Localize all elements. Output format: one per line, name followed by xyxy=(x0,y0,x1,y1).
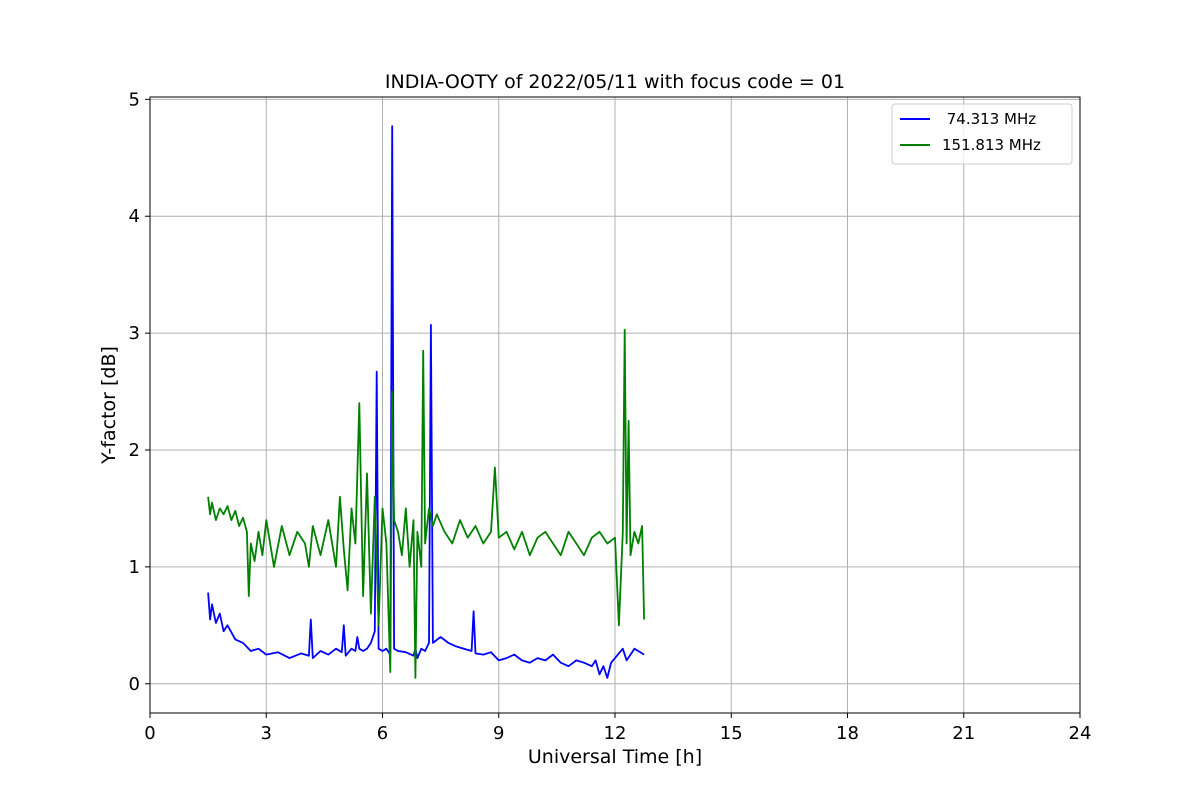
y-tick-label: 1 xyxy=(129,557,140,578)
legend-label-1: 74.313 MHz xyxy=(942,110,1036,128)
series-line-1 xyxy=(207,125,645,679)
x-tick-label: 0 xyxy=(144,723,155,744)
x-tick-label: 3 xyxy=(261,723,272,744)
x-tick-label: 6 xyxy=(377,723,388,744)
chart-title: INDIA-OOTY of 2022/05/11 with focus code… xyxy=(385,71,845,93)
y-tick-label: 4 xyxy=(129,206,140,227)
y-tick-label: 3 xyxy=(129,323,140,344)
series-line-2 xyxy=(207,328,645,679)
x-axis-label: Universal Time [h] xyxy=(528,746,702,768)
series-layer xyxy=(207,125,645,679)
y-tick-label: 5 xyxy=(129,89,140,110)
x-tick-label: 24 xyxy=(1069,723,1092,744)
x-tick-label: 15 xyxy=(720,723,743,744)
x-tick-label: 9 xyxy=(493,723,504,744)
y-tick-label: 2 xyxy=(129,440,140,461)
legend-label-2: 151.813 MHz xyxy=(942,136,1041,154)
y-tick-label: 0 xyxy=(129,674,140,695)
x-tick-label: 12 xyxy=(604,723,627,744)
x-tick-label: 21 xyxy=(952,723,975,744)
legend-box xyxy=(891,103,1073,165)
legend: 74.313 MHz 151.813 MHz xyxy=(891,103,1073,165)
y-axis-label: Y-factor [dB] xyxy=(98,346,120,465)
x-tick-label: 18 xyxy=(836,723,859,744)
